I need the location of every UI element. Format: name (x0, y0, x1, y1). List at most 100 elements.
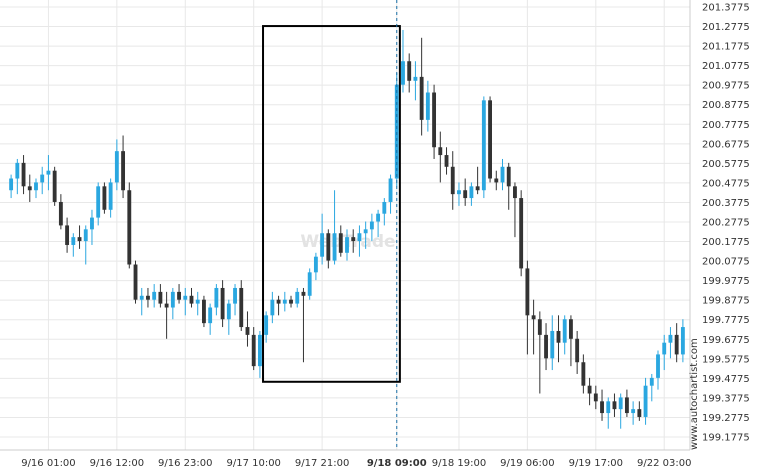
candle (506, 162, 511, 210)
candle-body (537, 319, 542, 335)
candle (251, 327, 256, 371)
candle (177, 284, 181, 304)
candle (226, 299, 231, 335)
candle (481, 96, 486, 199)
candle (332, 190, 337, 265)
candle (245, 311, 250, 347)
candle-body (600, 401, 604, 414)
candle (438, 131, 443, 183)
candle (127, 182, 132, 269)
source-label: www.autochartist.com (689, 338, 700, 450)
candle-body (71, 237, 76, 245)
candle-body (146, 295, 150, 300)
candle-body (96, 186, 101, 218)
candle-body (239, 287, 244, 328)
y-tick-label: 199.5775 (702, 354, 750, 365)
candle (463, 178, 468, 206)
candle-body (637, 409, 642, 417)
candle (369, 213, 374, 242)
candle (313, 252, 318, 281)
candle (382, 198, 387, 226)
x-tick-label: 9/19 17:00 (569, 458, 623, 469)
x-tick-label: 9/17 10:00 (226, 458, 280, 469)
candle (195, 291, 200, 316)
y-tick-label: 200.7775 (702, 120, 750, 131)
candle (40, 166, 45, 195)
candle (457, 182, 461, 206)
candle-body (457, 190, 461, 195)
candle-body (376, 213, 381, 222)
candle-body (575, 338, 580, 363)
candle-body (52, 170, 57, 202)
y-tick-label: 200.1775 (702, 237, 750, 248)
candle (338, 225, 343, 257)
candle (674, 323, 679, 363)
candle (656, 350, 660, 390)
candle-body (65, 225, 70, 245)
candle (164, 291, 169, 339)
candle (21, 155, 26, 195)
candle-body (21, 162, 26, 187)
candle-body (345, 237, 349, 253)
candle-body (643, 385, 648, 417)
y-tick-label: 199.2775 (702, 413, 750, 424)
candle-body (668, 334, 673, 343)
candle-body (612, 401, 617, 410)
candle (407, 53, 412, 93)
candle (202, 295, 206, 328)
candle (320, 213, 325, 265)
x-tick-label: 9/18 09:00 (367, 458, 427, 469)
candle-body (550, 330, 555, 359)
candle (295, 287, 300, 308)
candle (264, 311, 269, 343)
x-tick-label: 9/22 03:00 (637, 458, 691, 469)
x-tick-label: 9/18 19:00 (432, 458, 486, 469)
candle-body (208, 307, 213, 324)
candle (208, 303, 213, 335)
candle (587, 377, 592, 406)
candle (257, 330, 262, 378)
candle-body (413, 76, 418, 81)
candle (593, 385, 598, 410)
y-tick-label: 200.2775 (702, 218, 750, 229)
candle-body (606, 401, 611, 414)
candle (189, 287, 194, 308)
candle (102, 182, 107, 214)
candle-body (425, 92, 430, 120)
candle (513, 182, 517, 238)
candle-body (9, 178, 14, 191)
candle (519, 190, 524, 277)
candle-body (295, 291, 300, 304)
candle (27, 174, 32, 202)
candle-body (40, 174, 45, 183)
candle-body (264, 315, 269, 335)
candle (83, 225, 88, 265)
y-tick-label: 200.4775 (702, 178, 750, 189)
candle-body (680, 327, 685, 355)
y-tick-label: 199.6775 (702, 335, 750, 346)
y-tick-label: 199.1775 (702, 433, 750, 444)
y-tick-label: 200.8775 (702, 100, 750, 111)
candle (183, 287, 188, 316)
candle-body (214, 287, 219, 308)
y-tick-label: 200.5775 (702, 159, 750, 170)
x-tick-label: 9/17 21:00 (295, 458, 349, 469)
candle-body (556, 330, 561, 343)
candle (9, 174, 14, 199)
candle-body (382, 201, 387, 214)
candle-body (500, 166, 505, 183)
candle-body (183, 295, 188, 300)
x-tick-label: 9/16 23:00 (158, 458, 212, 469)
candle-body (450, 166, 455, 195)
candle (662, 334, 667, 371)
candle-body (233, 287, 237, 304)
candle (114, 139, 119, 191)
candle-body (158, 291, 163, 304)
candle (550, 315, 555, 371)
candle (475, 166, 480, 195)
candle (65, 217, 70, 253)
candle-body (307, 272, 312, 296)
candle (351, 229, 356, 253)
candle (133, 260, 138, 304)
